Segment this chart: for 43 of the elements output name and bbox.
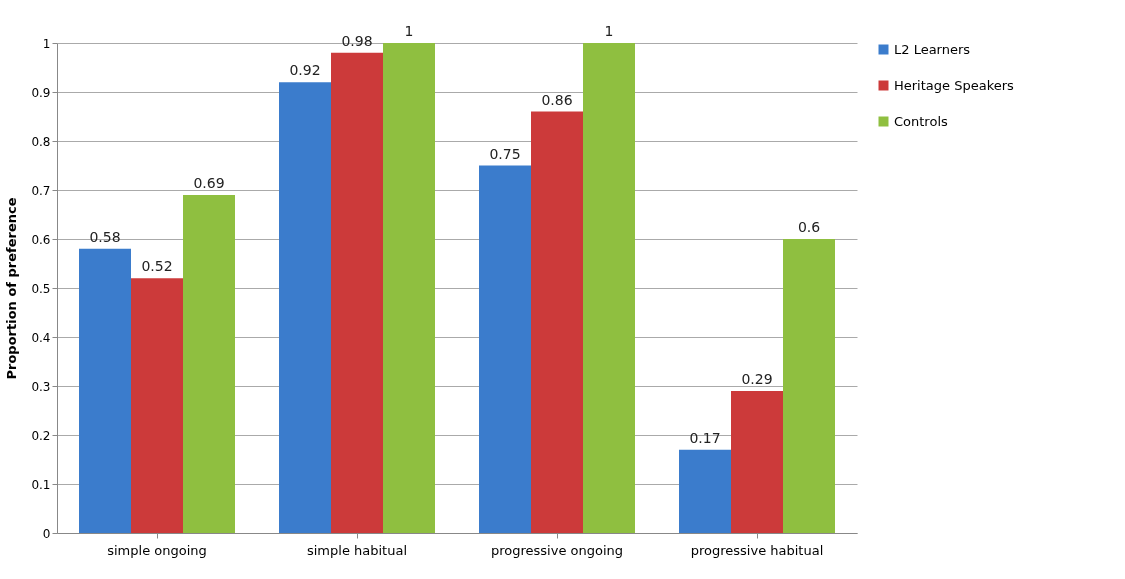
y-tick-label: 0.6 xyxy=(31,232,51,247)
data-label: 1 xyxy=(604,23,614,39)
bar xyxy=(531,111,583,533)
data-label: 0.58 xyxy=(89,228,121,245)
y-tick-label: 1 xyxy=(42,36,51,51)
bar xyxy=(383,43,435,533)
data-label: 0.69 xyxy=(193,174,225,191)
x-tick-label: simple habitual xyxy=(306,542,408,558)
data-label: 1 xyxy=(404,23,414,39)
legend-label: Heritage Speakers xyxy=(894,77,1015,93)
x-tick-label: progressive habitual xyxy=(690,542,824,558)
bar xyxy=(279,82,331,533)
data-label: 0.17 xyxy=(689,429,721,446)
y-tick-label: 0.1 xyxy=(31,477,51,492)
data-label: 0.98 xyxy=(341,32,373,49)
y-tick-label: 0.9 xyxy=(31,85,51,100)
y-tick-label: 0.8 xyxy=(31,134,51,149)
y-tick-label: 0 xyxy=(42,526,51,541)
y-tick-label: 0.5 xyxy=(31,281,51,296)
y-tick-label: 0.3 xyxy=(31,379,51,394)
y-tick-label: 0.4 xyxy=(31,330,51,345)
bar xyxy=(731,390,783,533)
legend-label: Controls xyxy=(894,113,948,129)
y-tick-label: 0.2 xyxy=(31,428,51,443)
bar xyxy=(131,278,183,533)
bar xyxy=(331,52,383,533)
data-label: 0.29 xyxy=(741,370,773,387)
data-label: 0.52 xyxy=(141,258,173,275)
data-label: 0.75 xyxy=(489,145,521,162)
bar xyxy=(783,239,835,533)
data-label: 0.92 xyxy=(289,62,321,79)
data-label: 0.86 xyxy=(541,91,573,108)
bar xyxy=(479,165,531,533)
bar xyxy=(79,248,131,533)
x-tick-label: simple ongoing xyxy=(107,542,207,558)
data-label: 0.6 xyxy=(797,219,821,235)
bar xyxy=(679,449,731,533)
legend-label: L2 Learners xyxy=(894,41,971,57)
bar xyxy=(183,194,235,533)
y-tick-label: 0.7 xyxy=(31,183,51,198)
y-axis-title: Proportion of preference xyxy=(4,197,20,380)
x-tick-label: progressive ongoing xyxy=(490,542,624,558)
bar xyxy=(583,43,635,533)
